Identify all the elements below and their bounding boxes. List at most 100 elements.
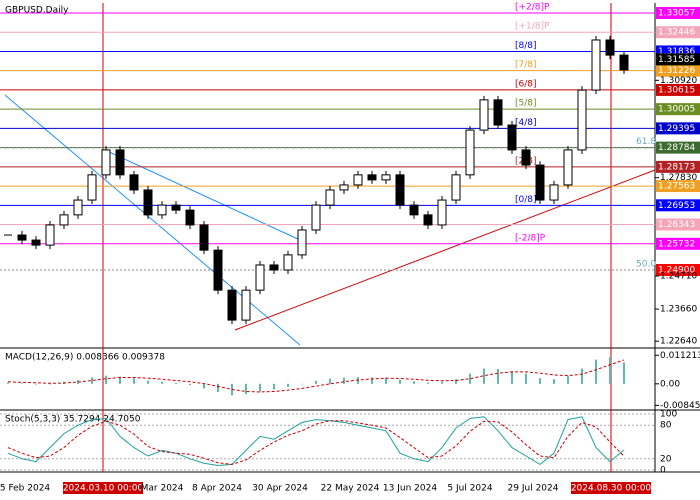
y-tick-label: 1.22640 xyxy=(660,337,697,347)
macd-bar xyxy=(539,378,541,384)
macd-bar xyxy=(259,383,261,392)
macd-bar xyxy=(483,368,485,384)
candle xyxy=(423,214,433,226)
price-box xyxy=(656,53,700,66)
macd-bar xyxy=(245,383,247,394)
price-box xyxy=(656,199,700,212)
price-box-label: 1.30615 xyxy=(658,85,695,95)
trend-line xyxy=(234,169,656,331)
candle xyxy=(171,204,181,211)
macd-bar xyxy=(497,369,499,384)
candle xyxy=(185,209,195,226)
macd-bar xyxy=(301,383,303,385)
macd-bar xyxy=(315,380,317,384)
macd-bar xyxy=(49,383,51,385)
macd-bar xyxy=(273,383,275,390)
macd-bar xyxy=(175,382,177,384)
price-box-label: 1.31836 xyxy=(658,47,695,57)
macd-bar xyxy=(427,382,429,384)
price-box xyxy=(656,237,700,250)
candle xyxy=(451,174,461,201)
candle xyxy=(157,204,167,216)
x-tick-label: 30 Apr 2024 xyxy=(252,484,308,494)
macd-bar xyxy=(161,381,163,384)
candle xyxy=(311,204,321,231)
macd-bar xyxy=(189,383,191,386)
candle xyxy=(269,264,279,271)
stoch-d xyxy=(7,420,625,465)
y-tick-label: 1.23660 xyxy=(660,305,697,315)
x-tick-label: Mar 2024 xyxy=(141,484,184,494)
candle xyxy=(535,164,545,201)
candle xyxy=(31,239,41,246)
price-box-label: 1.24900 xyxy=(658,266,695,276)
macd-bar xyxy=(371,377,373,384)
fib-label: 50.0 xyxy=(636,260,656,270)
level-name: [-2/8]P xyxy=(515,233,546,243)
candle xyxy=(409,204,419,216)
candle xyxy=(521,149,531,166)
y-tick-label: 0.00 xyxy=(660,379,680,389)
candle xyxy=(101,149,111,176)
macd-bar xyxy=(147,380,149,384)
macd-bar xyxy=(119,376,121,384)
level-name: [4/8] xyxy=(515,118,537,128)
macd-bar xyxy=(203,383,205,389)
candle xyxy=(395,174,405,206)
stoch-title: Stoch(5,3,3) 35.7294 24.7050 xyxy=(5,415,141,425)
candle xyxy=(241,289,251,321)
price-box-label: 1.26953 xyxy=(658,201,695,211)
level-name: [+2/8]P xyxy=(515,2,550,12)
price-box-label: 1.27563 xyxy=(658,182,695,192)
level-name: [0/8] xyxy=(515,195,537,205)
macd-bar xyxy=(623,362,625,384)
candle xyxy=(227,289,237,321)
macd-bar xyxy=(553,379,555,384)
macd-bar xyxy=(525,373,527,384)
level-name: [6/8] xyxy=(515,79,537,89)
stoch-k xyxy=(7,416,625,467)
level-name: [5/8] xyxy=(515,99,537,109)
candle xyxy=(563,149,573,186)
candle xyxy=(479,99,489,131)
candle xyxy=(465,129,475,176)
candle xyxy=(73,199,83,216)
price-box-label: 1.31585 xyxy=(658,55,695,65)
candle xyxy=(59,214,69,226)
candle xyxy=(577,89,587,151)
y-tick-label: 80 xyxy=(660,421,672,431)
y-tick-label: 1.27830 xyxy=(660,173,697,183)
macd-bar xyxy=(329,378,331,384)
price-box xyxy=(656,26,700,39)
macd-bar xyxy=(7,382,9,384)
price-box xyxy=(656,264,700,277)
candle xyxy=(199,224,209,251)
price-box-label: 1.29395 xyxy=(658,124,695,134)
price-box-label: 1.30005 xyxy=(658,105,695,115)
macd-bar xyxy=(21,383,23,384)
macd-bar xyxy=(105,375,107,384)
y-tick-label: 0 xyxy=(660,466,666,476)
price-box-label: 1.32446 xyxy=(658,28,695,38)
price-box xyxy=(656,122,700,135)
macd-bar xyxy=(455,379,457,384)
candle xyxy=(115,149,125,176)
candle xyxy=(297,229,307,256)
channel-line xyxy=(4,94,301,346)
candle xyxy=(381,174,391,181)
macd-bar xyxy=(581,368,583,384)
marker-label: 2024.08.30 00:00 xyxy=(571,484,652,494)
macd-bar xyxy=(399,379,401,384)
price-box xyxy=(656,160,700,173)
x-tick-label: 29 Jul 2024 xyxy=(508,484,559,494)
price-box-label: 1.33057 xyxy=(658,8,695,18)
macd-bar xyxy=(357,377,359,384)
price-box xyxy=(656,103,700,116)
price-box xyxy=(656,83,700,96)
marker-label: 2024.03.10 00:00 xyxy=(63,484,144,494)
candle xyxy=(367,174,377,181)
price-box-label: 1.31226 xyxy=(658,66,695,76)
level-name: [7/8] xyxy=(515,60,537,70)
macd-bar xyxy=(511,371,513,384)
